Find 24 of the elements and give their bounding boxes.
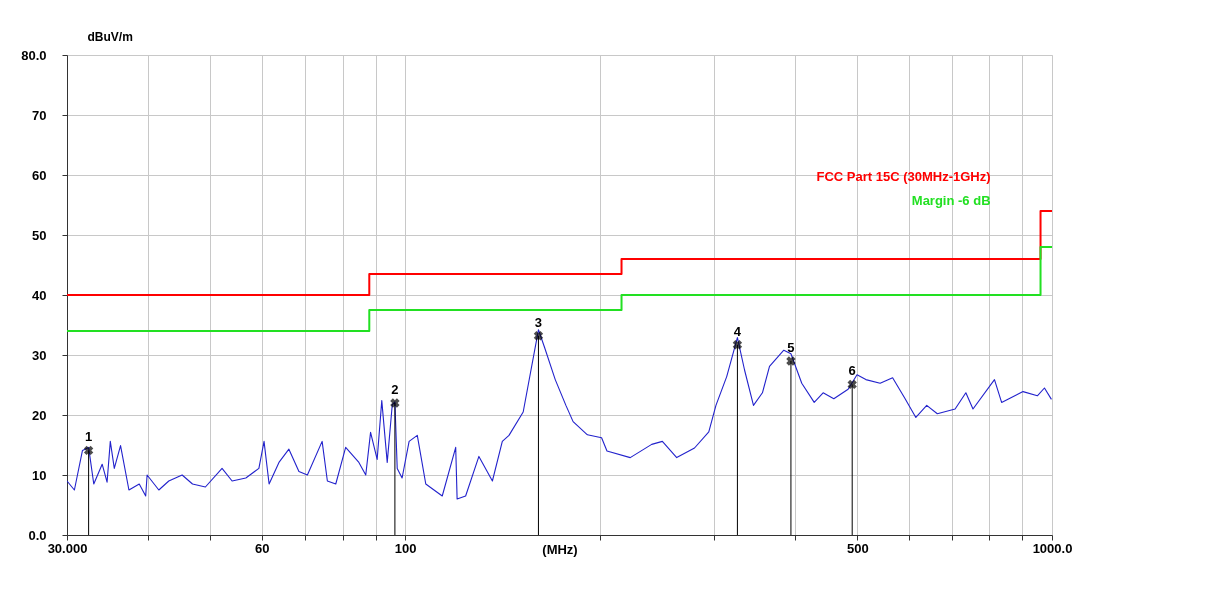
- annotation: 1: [85, 429, 93, 445]
- annotation: 6: [848, 363, 856, 379]
- x-tick-label: 60: [254, 540, 270, 556]
- y-tick-label: 0.0: [28, 527, 47, 543]
- x-tick-label: 100: [394, 540, 417, 556]
- text: FCC Part 15C (30MHz-1GHz): [816, 169, 991, 184]
- annotation: 3: [534, 314, 543, 330]
- y-tick-label: 80.0: [21, 47, 47, 63]
- text: Margin -6 dB: [911, 193, 991, 208]
- y-axis-title: dBuV/m: [87, 29, 133, 44]
- annotation: 2: [391, 382, 399, 397]
- x-tick-label: 500: [846, 540, 869, 556]
- y-tick-label: 30: [32, 347, 47, 363]
- y-tick-label: 70: [32, 107, 47, 123]
- x-tick-label: 30.000: [47, 540, 88, 556]
- x-tick-label: 1000.0: [1032, 540, 1073, 556]
- annotation: 5: [787, 340, 795, 355]
- y-tick-label: 60: [32, 167, 47, 183]
- y-tick-label: 20: [32, 407, 47, 423]
- annotation: 4: [733, 323, 742, 339]
- y-tick-label: 40: [32, 287, 47, 303]
- y-tick-label: 10: [32, 467, 47, 483]
- y-tick-label: 50: [32, 227, 47, 243]
- x-axis-title: (MHz): [542, 541, 578, 557]
